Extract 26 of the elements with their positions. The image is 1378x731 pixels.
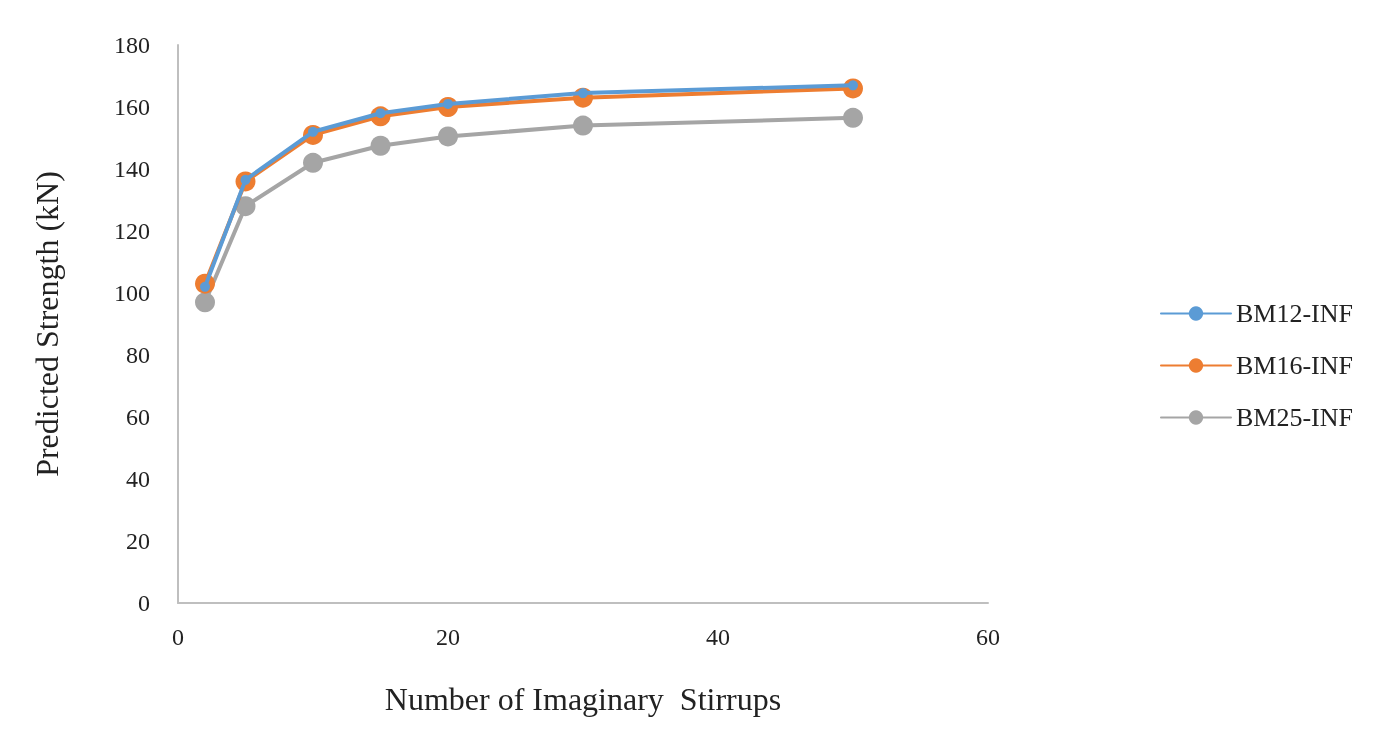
y-tick-label: 60 xyxy=(126,404,150,430)
legend-label: BM25-INF xyxy=(1235,403,1353,432)
y-tick-label: 0 xyxy=(138,590,150,616)
point xyxy=(235,196,256,217)
y-tick-label: 80 xyxy=(126,342,150,368)
x-tick-label: 60 xyxy=(976,624,1000,650)
point xyxy=(303,152,323,173)
y-tick-label: 100 xyxy=(114,280,150,306)
legend-label: BM12-INF xyxy=(1235,299,1353,328)
y-tick-label: 20 xyxy=(126,528,150,554)
point xyxy=(438,126,458,147)
y-axis-title: Predicted Strength (kN) xyxy=(29,171,65,477)
y-tick-label: 180 xyxy=(114,32,150,58)
legend-label: BM16-INF xyxy=(1235,351,1353,380)
y-tick-label: 160 xyxy=(114,94,150,120)
point xyxy=(843,107,863,128)
point xyxy=(573,115,593,136)
x-tick-label: 40 xyxy=(706,624,730,650)
y-tick-label: 140 xyxy=(114,156,150,182)
x-tick-label: 20 xyxy=(436,624,460,650)
x-axis-title: Number of Imaginary Stirrups xyxy=(384,681,782,717)
y-tick-label: 120 xyxy=(114,218,150,244)
point xyxy=(195,292,215,313)
point xyxy=(370,135,391,156)
x-tick-label: 0 xyxy=(172,624,184,650)
y-tick-label: 40 xyxy=(126,466,150,492)
